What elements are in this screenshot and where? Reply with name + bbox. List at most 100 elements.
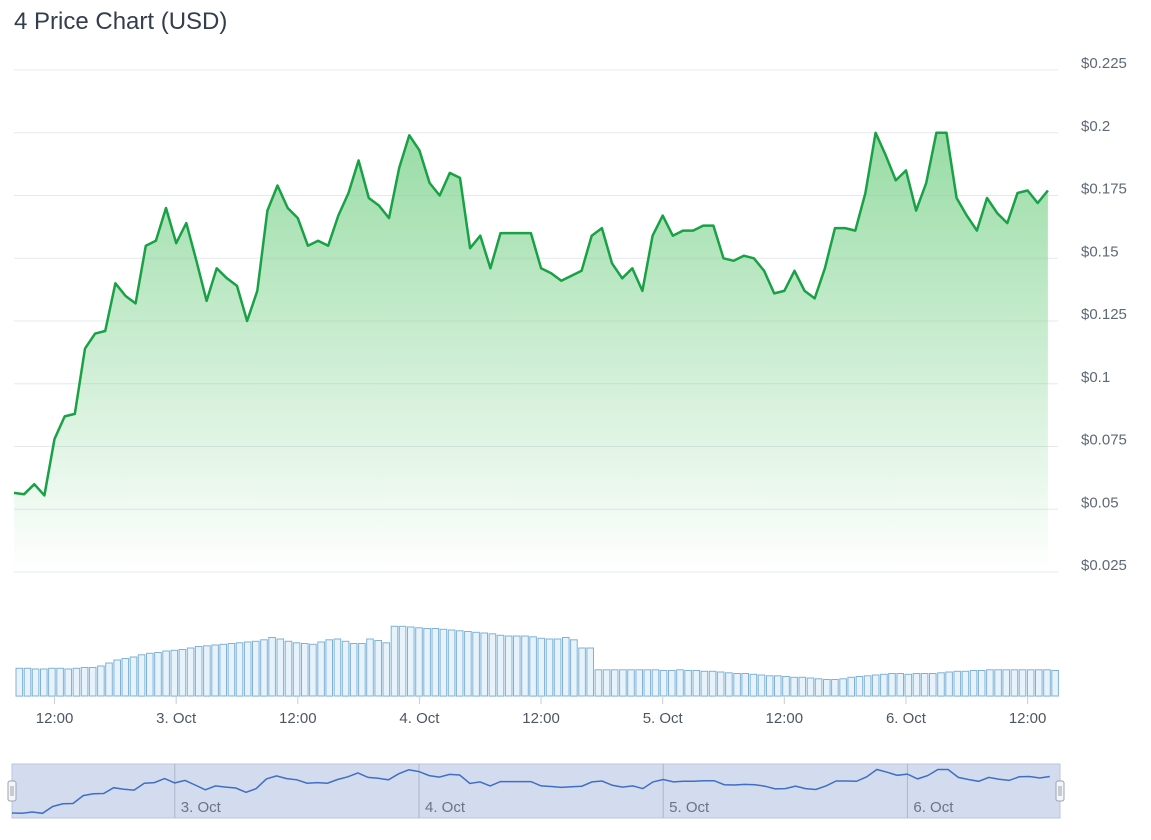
volume-bar [1018, 669, 1027, 697]
volume-bar [227, 643, 236, 697]
volume-bar [64, 668, 73, 697]
volume-bar [1002, 669, 1011, 697]
volume-bar [80, 667, 89, 697]
volume-bar [382, 642, 391, 697]
volume-bar [366, 638, 374, 697]
volume-bar [553, 638, 562, 697]
volume-bar [15, 667, 24, 697]
x-tick-label: 12:00 [766, 710, 804, 727]
volume-bar [31, 668, 40, 697]
volume-bar [586, 647, 595, 697]
volume-bar [235, 642, 244, 697]
volume-bar [472, 631, 480, 697]
volume-bar [464, 631, 472, 697]
volume-bar [814, 678, 823, 697]
y-axis-labels: $0.225 $0.2 $0.175 $0.15 $0.125 $0.1 $0.075 $0.… [1081, 55, 1127, 574]
volume-bar [839, 678, 847, 697]
volume-bar [920, 673, 929, 697]
navigator-tick-label: 3. Oct [181, 799, 222, 816]
x-tick-label: 12:00 [522, 710, 560, 727]
volume-bar [871, 674, 880, 697]
volume-bar [407, 626, 415, 697]
volume-bar [537, 637, 546, 697]
volume-bar [757, 674, 766, 697]
volume-bar [325, 639, 333, 697]
volume-bar [774, 675, 782, 697]
volume-bar [48, 667, 56, 697]
volume-bar [684, 670, 692, 697]
volume-bars [15, 625, 1059, 697]
x-tick-label: 12:00 [279, 710, 317, 727]
volume-bar [741, 673, 750, 697]
volume-bar [56, 667, 64, 697]
y-tick-label: $0.1 [1081, 369, 1110, 386]
volume-bar [1035, 669, 1043, 697]
volume-bar [194, 646, 203, 697]
volume-bar [72, 667, 81, 697]
x-axis-labels: 12:00 3. Oct 12:00 4. Oct 12:00 5. Oct 12:00 6.… [36, 697, 1047, 727]
volume-bar [945, 671, 953, 697]
volume-bar [521, 635, 529, 697]
volume-bar [170, 649, 179, 697]
volume-bar [602, 669, 611, 697]
volume-bar [349, 643, 358, 697]
volume-bar [121, 658, 130, 697]
volume-bar [1010, 669, 1019, 697]
volume-bar [855, 676, 864, 697]
volume-bar [643, 669, 652, 697]
volume-bar [1051, 670, 1059, 697]
volume-bar [619, 669, 627, 697]
volume-bar [309, 643, 317, 697]
volume-bar [831, 679, 839, 697]
volume-bar [847, 676, 856, 697]
volume-bar [513, 635, 521, 697]
volume-bar [798, 676, 807, 697]
y-tick-label: $0.05 [1081, 494, 1119, 511]
volume-bar [480, 632, 488, 697]
price-area [14, 132, 1048, 573]
volume-bar [333, 638, 342, 697]
navigator-tick-label: 5. Oct [669, 799, 710, 816]
x-tick-label: 6. Oct [886, 710, 927, 727]
volume-bar [733, 673, 741, 697]
volume-bar [97, 665, 105, 697]
volume-bar [23, 667, 32, 697]
volume-bar [105, 662, 113, 697]
y-tick-label: $0.15 [1081, 243, 1119, 260]
volume-bar [953, 670, 962, 697]
volume-bar [211, 644, 219, 697]
volume-bar [415, 627, 423, 697]
volume-bar [292, 642, 301, 697]
volume-bar [447, 629, 456, 697]
volume-bar [708, 670, 717, 697]
volume-bar [88, 667, 97, 697]
price-line-group [13, 131, 1049, 497]
volume-bar [765, 675, 774, 697]
volume-bar [260, 639, 268, 697]
volume-bar [455, 630, 464, 697]
x-tick-label: 12:00 [1009, 710, 1047, 727]
volume-bar [284, 640, 293, 697]
volume-bar [651, 669, 660, 697]
volume-bar [570, 639, 578, 697]
volume-bar [969, 670, 978, 697]
navigator-right-handle[interactable] [1055, 780, 1065, 802]
volume-bar [317, 641, 325, 697]
x-tick-label: 12:00 [36, 710, 74, 727]
volume-bar [994, 669, 1002, 697]
volume-bar [186, 647, 195, 697]
volume-bar [276, 638, 285, 697]
navigator[interactable]: 3. Oct 4. Oct 5. Oct 6. Oct [7, 763, 1065, 819]
navigator-range[interactable] [11, 763, 1061, 819]
volume-bar [977, 670, 986, 697]
volume-bar [301, 643, 309, 697]
volume-bar [154, 652, 162, 697]
volume-bar [358, 643, 366, 697]
volume-bar [668, 670, 676, 697]
navigator-left-handle[interactable] [7, 780, 17, 802]
volume-bar [904, 673, 913, 697]
x-tick-label: 5. Oct [643, 710, 684, 727]
volume-bar [790, 676, 798, 697]
volume-bar [896, 673, 905, 697]
volume-bar [676, 669, 684, 697]
